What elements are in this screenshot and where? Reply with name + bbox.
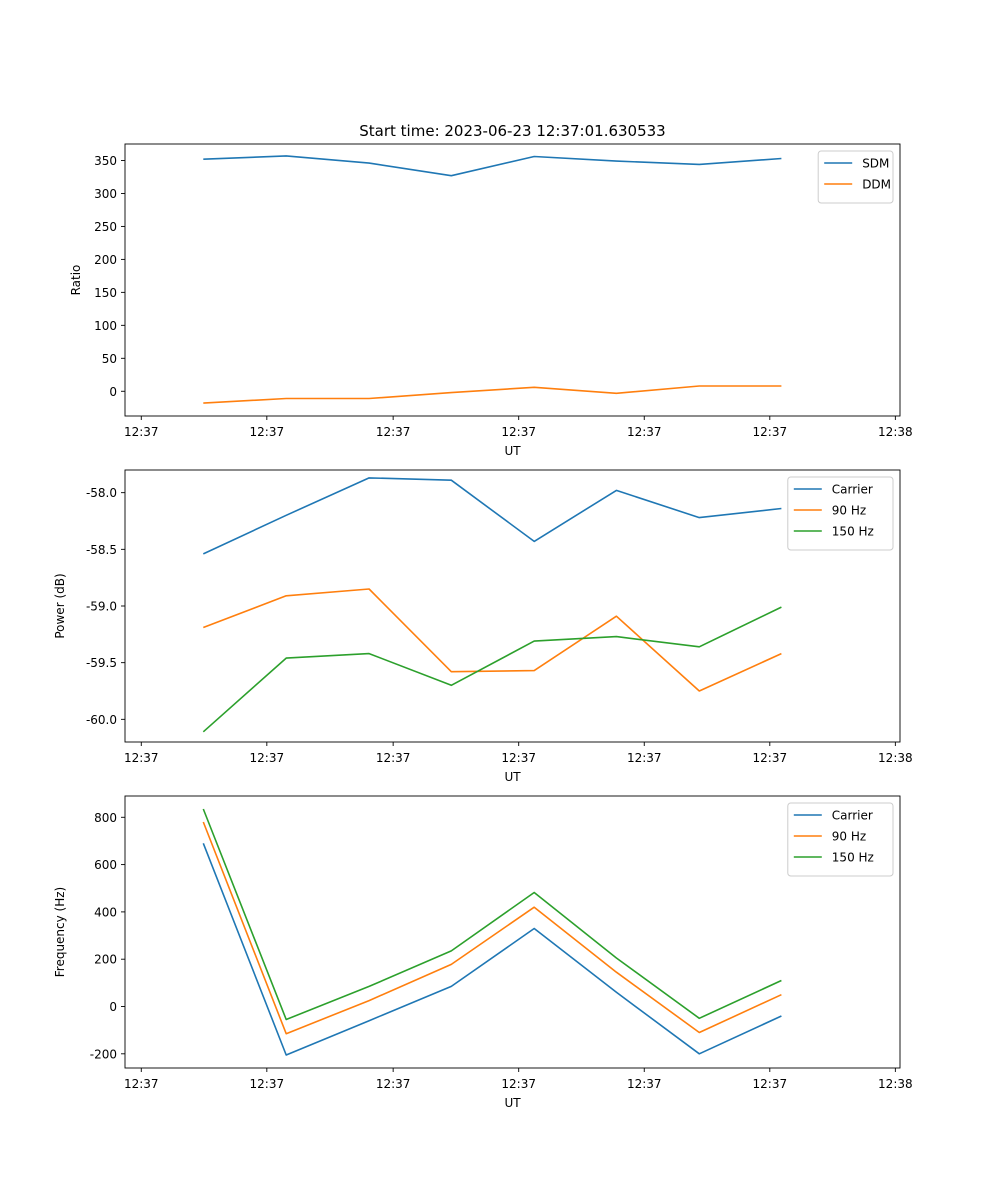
y-tick-label: -60.0	[86, 713, 117, 727]
x-tick-label: 12:37	[250, 1077, 285, 1091]
axes-frequency: 12:37 12:37 12:37 12:37 12:37 12:37 12:38 -200 0…	[53, 795, 913, 1110]
x-tick-label: 12:37	[501, 751, 536, 765]
x-tick-label: 12:37	[376, 425, 411, 439]
x-tick-label: 12:37	[627, 751, 662, 765]
y-axis-label: Ratio	[69, 265, 83, 296]
x-tick-label: 12:38	[878, 751, 913, 765]
y-tick-label: -58.0	[86, 486, 117, 500]
legend-label: 150 Hz	[832, 525, 874, 539]
x-tick-label: 12:37	[124, 751, 159, 765]
x-tick-label: 12:37	[501, 1077, 536, 1091]
legend: Carrier 90 Hz 150 Hz	[787, 476, 894, 551]
x-axis-label: UT	[504, 1096, 521, 1110]
x-tick-label: 12:37	[753, 1077, 788, 1091]
series-line-carrier	[202, 843, 782, 1056]
series-line-90-hz	[202, 821, 782, 1035]
y-tick-label: 200	[94, 953, 117, 967]
y-tick-label: 250	[94, 220, 117, 234]
x-tick-label: 12:37	[250, 751, 285, 765]
series-line-carrier	[202, 477, 782, 555]
legend-label: SDM	[862, 157, 889, 171]
axes-power: 12:37 12:37 12:37 12:37 12:37 12:37 12:38 -60.0…	[53, 469, 913, 784]
y-tick-label: 200	[94, 253, 117, 267]
x-tick-label: 12:37	[250, 425, 285, 439]
x-tick-label: 12:37	[376, 751, 411, 765]
x-tick-label: 12:38	[878, 425, 913, 439]
x-tick-label: 12:37	[627, 1077, 662, 1091]
series-line-sdm	[203, 155, 782, 177]
y-tick-label: 0	[109, 1000, 117, 1014]
legend-label: DDM	[862, 178, 891, 192]
y-axis-label: Power (dB)	[53, 573, 67, 638]
x-tick-label: 12:37	[124, 425, 159, 439]
legend-label: 90 Hz	[832, 504, 866, 518]
x-axis-label: UT	[504, 444, 521, 458]
figure-title: Start time: 2023-06-23 12:37:01.630533	[359, 122, 665, 140]
y-tick-label: 800	[94, 811, 117, 825]
x-tick-label: 12:37	[627, 425, 662, 439]
x-axis-label: UT	[504, 770, 521, 784]
y-tick-label: 0	[109, 385, 117, 399]
y-tick-label: -59.5	[86, 656, 117, 670]
y-tick-label: 350	[94, 154, 117, 168]
y-tick-label: -200	[90, 1047, 117, 1061]
axes-ratio: 12:37 12:37 12:37 12:37 12:37 12:37 12:38 0 50 10…	[69, 143, 913, 458]
y-tick-label: 100	[94, 319, 117, 333]
y-tick-label: 150	[94, 286, 117, 300]
x-tick-label: 12:38	[878, 1077, 913, 1091]
legend-frame	[817, 150, 894, 204]
y-tick-label: 400	[94, 905, 117, 919]
legend-label: Carrier	[832, 809, 873, 823]
x-tick-label: 12:37	[753, 425, 788, 439]
y-tick-label: 50	[102, 352, 117, 366]
y-tick-label: 600	[94, 858, 117, 872]
legend-label: 150 Hz	[832, 851, 874, 865]
series-line-90-hz	[203, 588, 782, 692]
y-tick-label: 300	[94, 187, 117, 201]
x-tick-label: 12:37	[124, 1077, 159, 1091]
legend-label: 90 Hz	[832, 830, 866, 844]
y-axis-label: Frequency (Hz)	[53, 887, 67, 978]
x-tick-label: 12:37	[376, 1077, 411, 1091]
legend: Carrier 90 Hz 150 Hz	[787, 802, 894, 877]
legend: SDM DDM	[817, 150, 894, 204]
axes-frame	[124, 143, 901, 417]
series-line-150-hz	[202, 808, 782, 1021]
axes-frame	[124, 469, 901, 743]
legend-label: Carrier	[832, 483, 873, 497]
axes-frame	[124, 795, 901, 1069]
x-tick-label: 12:37	[753, 751, 788, 765]
y-tick-label: -58.5	[86, 543, 117, 557]
series-line-ddm	[203, 385, 782, 404]
y-tick-label: -59.0	[86, 600, 117, 614]
series-line-150-hz	[202, 606, 782, 733]
x-tick-label: 12:37	[501, 425, 536, 439]
